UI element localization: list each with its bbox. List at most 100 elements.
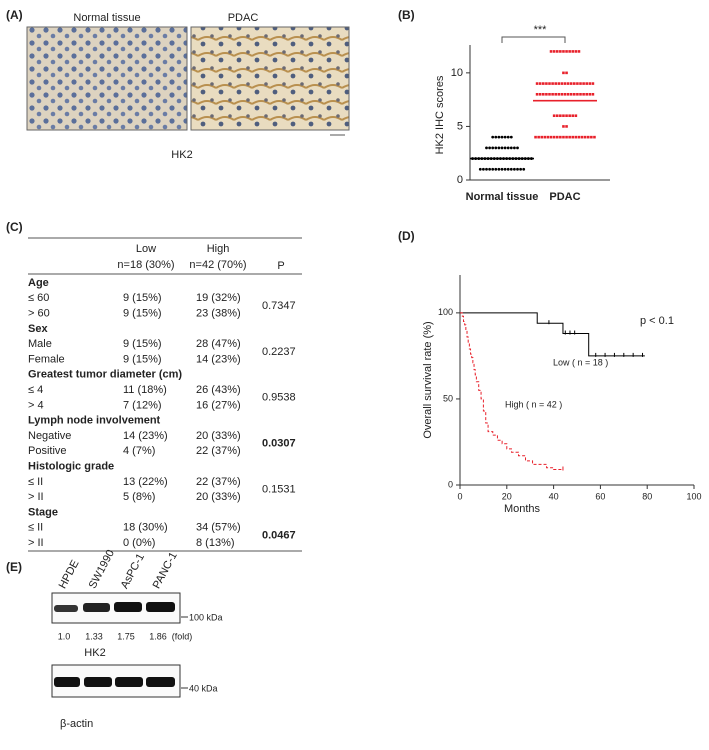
lane-label: HPDE <box>57 558 82 591</box>
dot <box>562 50 565 53</box>
dot <box>488 167 491 171</box>
row-label: Male <box>28 338 52 350</box>
series-label: High ( n = 42 ) <box>505 399 562 409</box>
dot <box>562 135 565 139</box>
dot <box>509 146 513 150</box>
dot <box>488 146 491 150</box>
band <box>114 602 142 612</box>
band <box>54 605 78 612</box>
dot <box>583 135 587 139</box>
dot <box>565 71 568 75</box>
dot <box>568 114 571 118</box>
band <box>54 677 80 687</box>
dot <box>565 50 568 53</box>
group-name: Histologic grade <box>28 461 114 473</box>
dot <box>574 50 578 53</box>
dot <box>559 135 562 139</box>
dot <box>491 167 495 171</box>
dot <box>560 92 564 96</box>
p-value: 0.1531 <box>262 483 296 495</box>
cell: 13 (22%) <box>123 476 168 488</box>
cell: 9 (15%) <box>123 338 162 350</box>
dot <box>552 50 556 53</box>
y-tick-label: 50 <box>443 393 453 403</box>
cell: 28 (47%) <box>196 338 241 350</box>
cell: 23 (38%) <box>196 308 241 320</box>
cell: 7 (12%) <box>123 399 162 411</box>
row-label: > II <box>28 491 44 503</box>
x-tick-label: 40 <box>549 491 559 501</box>
dot <box>545 92 548 96</box>
table: Low High n=18 (30%) n=42 (70%) P Age ≤ 60… <box>28 237 302 552</box>
dot <box>565 114 568 118</box>
dot <box>500 146 504 150</box>
row-label: ≤ 60 <box>28 292 49 304</box>
panel-label: (C) <box>6 220 23 234</box>
y-axis-label: Overall survival rate (%) <box>422 321 434 438</box>
dot <box>548 82 551 85</box>
y-tick-label: 10 <box>451 67 463 79</box>
x-tick-label: 0 <box>457 491 462 501</box>
dot <box>593 135 596 139</box>
band <box>146 602 175 612</box>
dot <box>576 92 579 96</box>
fold-value: 1.75 <box>117 631 135 641</box>
dot <box>591 92 595 96</box>
dot <box>506 135 510 139</box>
fold-value: 1.33 <box>85 631 103 641</box>
survival-curve <box>460 312 645 357</box>
tissue-image <box>26 26 188 131</box>
dot <box>571 135 575 139</box>
cell: 9 (15%) <box>123 292 162 304</box>
dot <box>555 135 559 139</box>
row-label: ≤ II <box>28 522 43 534</box>
image-title: PDAC <box>228 12 259 24</box>
dot <box>573 92 576 96</box>
dot <box>582 82 585 85</box>
dot <box>559 114 562 118</box>
x-tick-label: 100 <box>686 491 701 501</box>
band <box>83 603 110 612</box>
column-count: n=42 (70%) <box>189 259 246 271</box>
cell: 9 (15%) <box>123 353 162 365</box>
dot <box>571 50 575 53</box>
cell: 20 (33%) <box>196 430 241 442</box>
dot <box>506 146 510 150</box>
group-name: Sex <box>28 323 48 335</box>
dot <box>591 82 595 85</box>
dot <box>543 135 547 139</box>
dot <box>552 114 556 118</box>
cell: 34 (57%) <box>196 522 241 534</box>
cell: 22 (37%) <box>196 476 241 488</box>
column-header: P <box>277 260 284 272</box>
dot <box>582 92 585 96</box>
dot <box>559 50 562 53</box>
dot <box>565 135 568 139</box>
dot <box>577 50 581 53</box>
dot <box>568 135 571 139</box>
dot <box>497 146 501 150</box>
dot <box>509 135 513 139</box>
dot <box>588 92 592 96</box>
dot <box>497 135 501 139</box>
dot <box>573 82 576 85</box>
dot <box>566 82 570 85</box>
dot <box>571 114 575 118</box>
significance-bracket <box>501 36 566 43</box>
x-tick-label: Normal tissue <box>466 191 539 203</box>
annotation: p < 0.1 <box>640 315 674 327</box>
x-tick-label: 60 <box>595 491 605 501</box>
dot <box>535 82 539 85</box>
band <box>84 677 112 687</box>
caption: HK2 <box>171 149 192 161</box>
dot <box>555 114 559 118</box>
dot <box>569 82 573 85</box>
dot <box>551 92 554 96</box>
dot <box>513 146 516 150</box>
dot <box>548 92 551 96</box>
dot <box>585 82 588 85</box>
dot <box>509 167 513 171</box>
cell: 26 (43%) <box>196 384 241 396</box>
tissue-image <box>190 26 350 131</box>
